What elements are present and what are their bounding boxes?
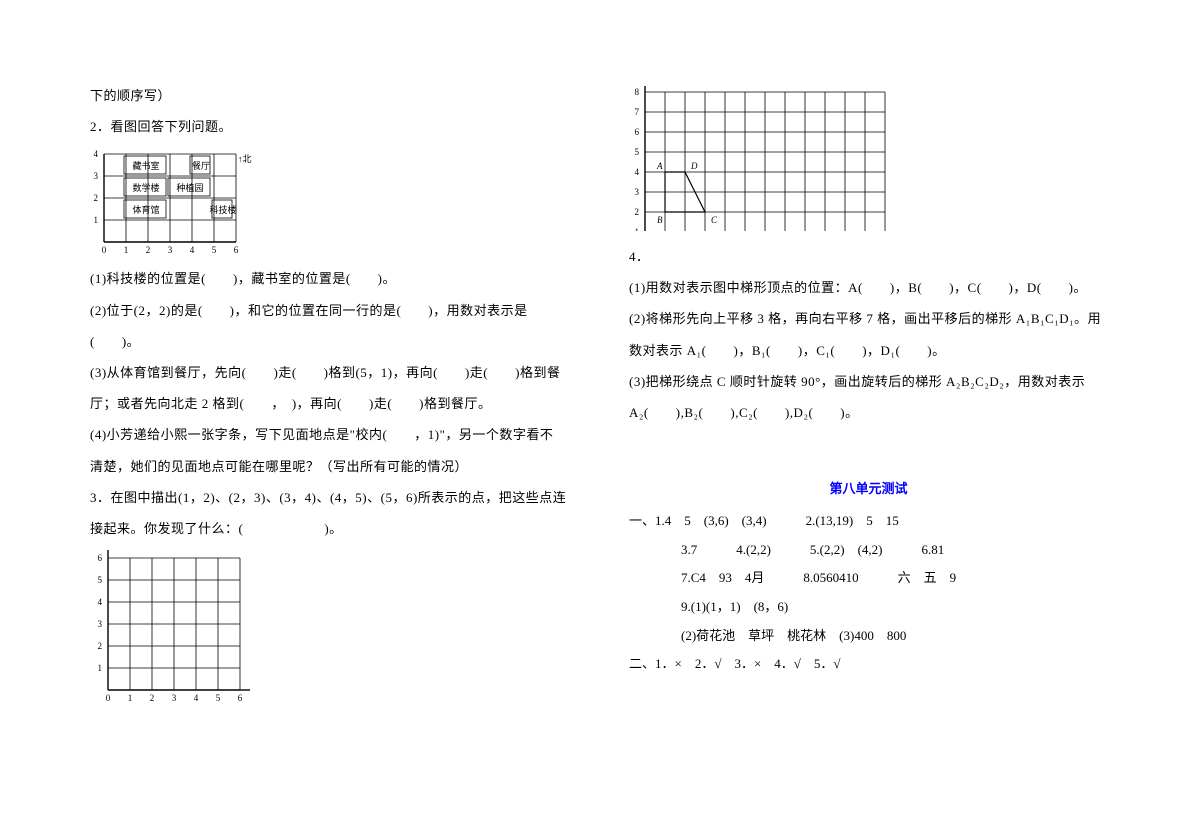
text-line: 下的顺序写） <box>90 80 569 111</box>
svg-text:2: 2 <box>94 193 99 203</box>
q4-1: (1)用数对表示图中梯形顶点的位置：A( )，B( )，C( )，D( )。 <box>629 272 1108 303</box>
chart-grid-6x6: 0 1 2 3 4 5 6 1 2 3 4 5 6 <box>90 550 260 710</box>
answer-3: 7.C4 93 4月 8.0560410 六 五 9 <box>629 564 1108 593</box>
q2-4a: (4)小芳递给小熙一张字条，写下见面地点是"校内( ，1)"，另一个数字看不 <box>90 419 569 450</box>
svg-text:7: 7 <box>635 107 640 117</box>
svg-text:5: 5 <box>212 245 217 253</box>
left-column: 下的顺序写） 2．看图回答下列问题。 0 1 2 3 4 5 6 1 2 3 4 藏书室 餐厅数学楼 种植… <box>90 80 569 720</box>
svg-text:0: 0 <box>106 693 111 703</box>
q4-num: 4． <box>629 241 1108 272</box>
svg-text:数学楼: 数学楼 <box>132 182 159 193</box>
svg-text:A: A <box>656 161 663 171</box>
q3a: 3．在图中描出(1，2)、(2，3)、(3，4)、(4，5)、(5，6)所表示的… <box>90 482 569 513</box>
q2-1: (1)科技楼的位置是( )，藏书室的位置是( )。 <box>90 263 569 294</box>
svg-text:1: 1 <box>128 693 133 703</box>
svg-text:科技楼: 科技楼 <box>209 204 236 215</box>
svg-text:6: 6 <box>635 127 640 137</box>
answer-4: 9.(1)(1，1) (8，6) <box>629 593 1108 622</box>
svg-text:3: 3 <box>98 619 103 629</box>
svg-text:4: 4 <box>190 245 195 253</box>
q2-3b: 厅；或者先向北走 2 格到( ， )，再向( )走( )格到餐厅。 <box>90 388 569 419</box>
answer-5: (2)荷花池 草坪 桃花林 (3)400 800 <box>629 622 1108 651</box>
svg-text:体育馆: 体育馆 <box>132 204 159 215</box>
svg-text:3: 3 <box>168 245 173 253</box>
svg-text:1: 1 <box>94 215 99 225</box>
q2-2: (2)位于(2，2)的是( )，和它的位置在同一行的是( )，用数对表示是( )… <box>90 295 569 357</box>
q2-title: 2．看图回答下列问题。 <box>90 111 569 142</box>
svg-text:5: 5 <box>98 575 103 585</box>
answer-6: 二、1．× 2．√ 3．× 4．√ 5．√ <box>629 650 1108 679</box>
svg-text:3: 3 <box>172 693 177 703</box>
svg-text:6: 6 <box>238 693 243 703</box>
svg-text:4: 4 <box>94 149 99 159</box>
svg-text:2: 2 <box>146 245 151 253</box>
answer-2: 3.7 4.(2,2) 5.(2,2) (4,2) 6.81 <box>629 536 1108 565</box>
svg-text:0: 0 <box>102 245 107 253</box>
q4-3b: A₂( ),B₂( ),C₂( ),D₂( )。 <box>629 397 1108 428</box>
svg-text:D: D <box>690 161 698 171</box>
svg-text:2: 2 <box>635 207 640 217</box>
svg-text:B: B <box>657 215 663 225</box>
q2-4b: 清楚，她们的见面地点可能在哪里呢？（写出所有可能的情况） <box>90 451 569 482</box>
svg-text:2: 2 <box>150 693 155 703</box>
svg-text:藏书室: 藏书室 <box>132 160 159 171</box>
q4-2b: 数对表示 A₁( )，B₁( )，C₁( )，D₁( )。 <box>629 335 1108 366</box>
svg-text:6: 6 <box>98 553 103 563</box>
svg-text:5: 5 <box>216 693 221 703</box>
q2-3a: (3)从体育馆到餐厅，先向( )走( )格到(5，1)，再向( )走( )格到餐 <box>90 357 569 388</box>
q4-2a: (2)将梯形先向上平移 3 格，再向右平移 7 格，画出平移后的梯形 A₁B₁C… <box>629 303 1108 334</box>
svg-text:5: 5 <box>635 147 640 157</box>
answer-title: 第八单元测试 <box>629 478 1108 497</box>
svg-text:餐厅: 餐厅 <box>192 160 210 171</box>
svg-text:6: 6 <box>234 245 239 253</box>
svg-text:↑北: ↑北 <box>238 154 252 164</box>
svg-text:C: C <box>711 215 718 225</box>
answer-1: 一、1.4 5 (3,6) (3,4) 2.(13,19) 5 15 <box>629 507 1108 536</box>
svg-text:种植园: 种植园 <box>176 182 203 193</box>
svg-text:4: 4 <box>635 167 640 177</box>
svg-text:2: 2 <box>98 641 103 651</box>
svg-text:1: 1 <box>635 227 640 231</box>
chart-rooms: 0 1 2 3 4 5 6 1 2 3 4 藏书室 餐厅数学楼 种植园体育馆 科技楼 ↑北 <box>90 148 270 253</box>
svg-text:4: 4 <box>194 693 199 703</box>
svg-text:8: 8 <box>635 87 640 97</box>
svg-text:3: 3 <box>94 171 99 181</box>
right-column: 012345678910111212345678ADCB 4． (1)用数对表示… <box>629 80 1108 720</box>
svg-text:3: 3 <box>635 187 640 197</box>
svg-text:1: 1 <box>98 663 103 673</box>
svg-text:4: 4 <box>98 597 103 607</box>
q3b: 接起来。你发现了什么：( )。 <box>90 513 569 544</box>
svg-text:1: 1 <box>124 245 129 253</box>
chart-trapezoid: 012345678910111212345678ADCB <box>629 86 929 231</box>
q4-3a: (3)把梯形绕点 C 顺时针旋转 90°，画出旋转后的梯形 A₂B₂C₂D₂，用… <box>629 366 1108 397</box>
